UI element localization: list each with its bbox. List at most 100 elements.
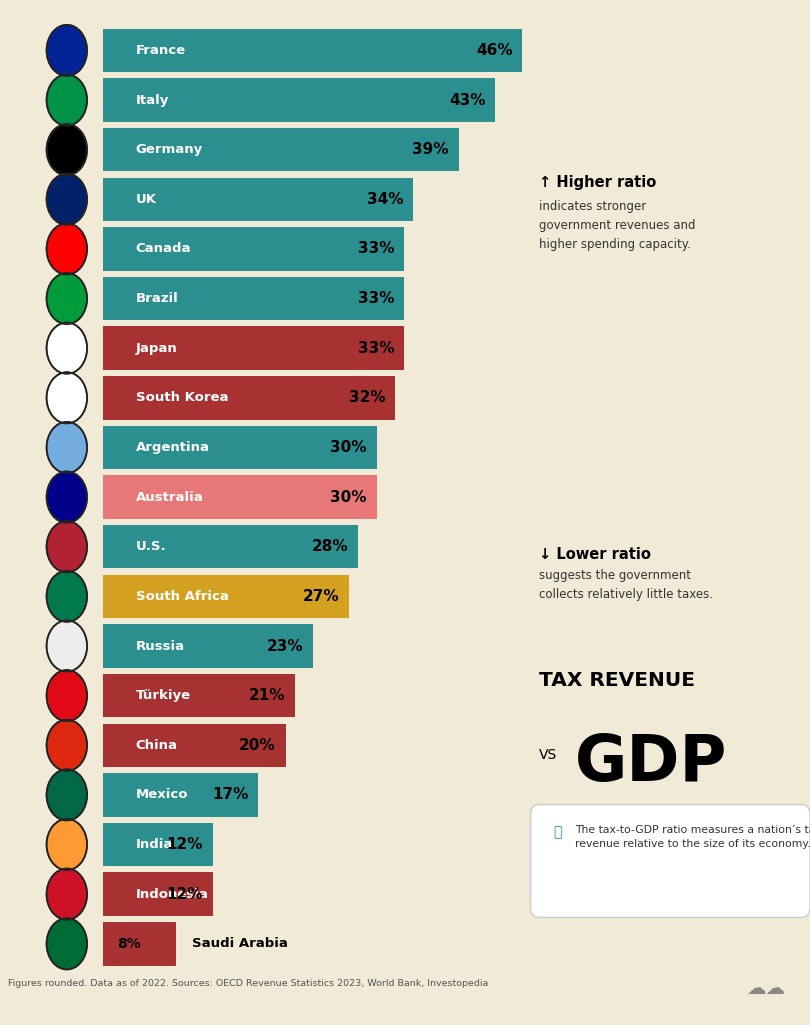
FancyBboxPatch shape bbox=[104, 78, 495, 122]
FancyBboxPatch shape bbox=[531, 805, 810, 917]
Text: Saudi Arabia: Saudi Arabia bbox=[193, 937, 288, 950]
Circle shape bbox=[46, 223, 87, 275]
Bar bbox=[46, 638, 87, 655]
Text: ⓘ: ⓘ bbox=[553, 825, 561, 839]
Text: Argentina: Argentina bbox=[136, 441, 210, 454]
Text: UK: UK bbox=[136, 193, 156, 206]
Bar bbox=[46, 521, 57, 546]
FancyBboxPatch shape bbox=[104, 376, 395, 419]
Text: ↓ Lower ratio: ↓ Lower ratio bbox=[539, 546, 650, 562]
Bar bbox=[46, 655, 87, 671]
Bar bbox=[46, 894, 87, 919]
Text: 46%: 46% bbox=[476, 43, 513, 58]
Circle shape bbox=[46, 720, 87, 771]
Text: 33%: 33% bbox=[358, 242, 394, 256]
Text: 30%: 30% bbox=[330, 490, 367, 504]
Text: 21%: 21% bbox=[249, 688, 285, 703]
Bar bbox=[46, 456, 87, 474]
Text: France: France bbox=[136, 44, 185, 57]
Text: ☁☁: ☁☁ bbox=[747, 979, 786, 998]
Circle shape bbox=[46, 372, 87, 423]
Circle shape bbox=[46, 819, 87, 870]
Text: Türkiye: Türkiye bbox=[136, 689, 191, 702]
Text: Figures rounded. Data as of 2022. Sources: OECD Revenue Statistics 2023, World B: Figures rounded. Data as of 2022. Source… bbox=[8, 979, 488, 988]
Bar bbox=[46, 124, 87, 141]
Text: VS: VS bbox=[539, 747, 557, 762]
Text: 39%: 39% bbox=[412, 142, 449, 157]
Circle shape bbox=[46, 521, 87, 572]
Circle shape bbox=[46, 75, 87, 126]
FancyBboxPatch shape bbox=[104, 724, 286, 767]
Circle shape bbox=[58, 586, 75, 607]
Bar bbox=[74, 770, 87, 821]
FancyBboxPatch shape bbox=[104, 327, 404, 370]
Text: The tax-to-GDP ratio measures a nation’s tax
revenue relative to the size of its: The tax-to-GDP ratio measures a nation’s… bbox=[575, 825, 810, 849]
FancyBboxPatch shape bbox=[104, 425, 377, 469]
Text: South Africa: South Africa bbox=[136, 590, 228, 603]
Circle shape bbox=[58, 684, 77, 707]
Circle shape bbox=[46, 25, 87, 76]
Text: Italy: Italy bbox=[136, 93, 169, 107]
Text: 12%: 12% bbox=[166, 837, 202, 852]
Text: 34%: 34% bbox=[367, 192, 403, 207]
Text: 32%: 32% bbox=[348, 391, 386, 405]
Text: Mexico: Mexico bbox=[136, 788, 188, 802]
Circle shape bbox=[46, 472, 87, 523]
Text: 23%: 23% bbox=[266, 639, 303, 654]
Bar bbox=[46, 853, 87, 870]
Text: China: China bbox=[136, 739, 177, 751]
Text: ↑ Higher ratio: ↑ Higher ratio bbox=[539, 174, 656, 190]
Bar bbox=[46, 25, 60, 76]
Circle shape bbox=[46, 620, 87, 671]
Text: 20%: 20% bbox=[239, 738, 275, 752]
Circle shape bbox=[46, 422, 87, 474]
Bar bbox=[74, 25, 87, 76]
Polygon shape bbox=[52, 283, 82, 314]
FancyBboxPatch shape bbox=[104, 575, 349, 618]
Text: 43%: 43% bbox=[449, 92, 485, 108]
FancyBboxPatch shape bbox=[104, 773, 258, 817]
Bar bbox=[64, 173, 70, 224]
Text: Germany: Germany bbox=[136, 144, 203, 156]
Bar bbox=[46, 531, 87, 536]
Text: 28%: 28% bbox=[312, 539, 349, 555]
Circle shape bbox=[46, 770, 87, 821]
FancyBboxPatch shape bbox=[104, 624, 313, 667]
Bar bbox=[46, 544, 87, 549]
FancyBboxPatch shape bbox=[104, 177, 413, 221]
Circle shape bbox=[46, 173, 87, 224]
Text: suggests the government
collects relatively little taxes.: suggests the government collects relativ… bbox=[539, 569, 713, 602]
Text: Australia: Australia bbox=[136, 491, 203, 503]
FancyBboxPatch shape bbox=[104, 277, 404, 321]
Text: TAX REVENUE: TAX REVENUE bbox=[539, 670, 695, 690]
Circle shape bbox=[46, 124, 87, 175]
Text: Brazil: Brazil bbox=[136, 292, 178, 305]
Bar bbox=[46, 422, 87, 439]
Bar bbox=[46, 223, 57, 275]
Bar bbox=[46, 75, 60, 126]
Bar bbox=[46, 158, 87, 175]
Bar bbox=[46, 620, 87, 638]
Text: Canada: Canada bbox=[136, 243, 191, 255]
Bar bbox=[46, 196, 87, 203]
Circle shape bbox=[58, 336, 76, 360]
Circle shape bbox=[57, 484, 65, 494]
Circle shape bbox=[46, 323, 87, 374]
Circle shape bbox=[46, 868, 87, 919]
Circle shape bbox=[60, 290, 74, 308]
FancyBboxPatch shape bbox=[104, 922, 177, 966]
FancyBboxPatch shape bbox=[104, 476, 377, 519]
Bar bbox=[60, 75, 74, 126]
FancyBboxPatch shape bbox=[104, 673, 295, 718]
Text: Russia: Russia bbox=[136, 640, 185, 653]
Text: Japan: Japan bbox=[136, 341, 177, 355]
Bar bbox=[77, 223, 87, 275]
Bar bbox=[57, 223, 77, 275]
Bar bbox=[60, 770, 74, 821]
Circle shape bbox=[58, 387, 75, 408]
Text: 27%: 27% bbox=[303, 589, 339, 604]
Text: South Korea: South Korea bbox=[136, 392, 228, 404]
Text: 17%: 17% bbox=[212, 787, 249, 803]
Bar bbox=[46, 439, 87, 456]
Text: U.S.: U.S. bbox=[136, 540, 166, 554]
